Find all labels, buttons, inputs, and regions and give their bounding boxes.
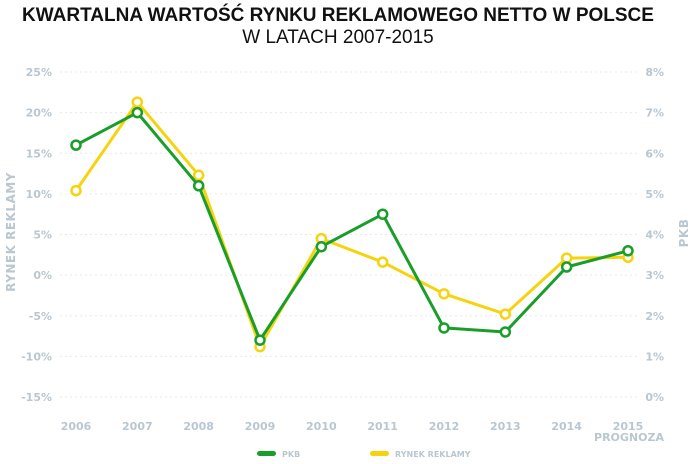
x-tick-label: 2008: [183, 420, 214, 433]
legend-label-pkb: PKB: [282, 450, 300, 459]
legend-item-pkb: PKB: [257, 450, 300, 459]
x-tick-label: 2012: [429, 420, 460, 433]
data-point-pkb: [315, 240, 328, 253]
data-point-pkb: [131, 106, 144, 119]
right-axis-ticks: 8% 7% 6% 5% 4% 3% 2% 1% 0%: [645, 66, 664, 404]
legend-swatch-rynek-reklamy: [370, 451, 389, 456]
series-layer: [70, 96, 634, 353]
data-point-rynek-reklamy: [376, 256, 389, 268]
right-tick-label: 1%: [645, 350, 664, 363]
x-tick-label: 2007: [122, 420, 153, 433]
x-tick-label: 2013: [490, 420, 521, 433]
series-pkb: [70, 106, 634, 346]
right-tick-label: 0%: [645, 391, 664, 404]
x-tick-label: 2006: [61, 420, 92, 433]
data-point-rynek-reklamy: [70, 184, 82, 197]
data-point-pkb: [560, 261, 573, 273]
x-axis-ticks: 2006 2007 2008 2009 2010 2011 2012 2013 2014 2015: [61, 420, 644, 433]
right-axis-label: PKB: [677, 219, 691, 248]
right-tick-label: 4%: [645, 229, 664, 242]
data-point-pkb: [438, 322, 450, 334]
left-tick-label: -5%: [29, 310, 52, 323]
data-point-rynek-reklamy: [560, 252, 573, 264]
data-point-rynek-reklamy: [499, 308, 512, 320]
legend-item-rynek-reklamy: RYNEK REKLAMY: [370, 450, 471, 459]
x-tick-label: 2011: [367, 420, 398, 433]
right-tick-label: 2%: [645, 310, 664, 323]
data-point-pkb: [499, 326, 512, 338]
left-tick-label: -15%: [21, 391, 52, 404]
right-tick-label: 7%: [645, 107, 664, 120]
left-tick-label: -10%: [21, 350, 52, 363]
left-axis-label: RYNEK REKLAMY: [4, 172, 18, 292]
series-line-rynek-reklamy: [74, 100, 629, 349]
legend: PKB RYNEK REKLAMY: [257, 450, 471, 459]
left-axis-ticks: 25% 20% 15% 10% 5% 0% -5% -10% -15%: [21, 66, 52, 404]
left-tick-label: 25%: [26, 66, 52, 79]
series-line-pkb: [75, 111, 629, 342]
right-tick-label: 5%: [645, 188, 664, 201]
chart-title: KWARTALNA WARTOŚĆ RYNKU REKLAMOWEGO NETT…: [22, 4, 654, 26]
legend-swatch-pkb: [257, 451, 276, 456]
data-point-pkb: [254, 334, 266, 346]
left-tick-label: 10%: [26, 188, 52, 201]
data-point-rynek-reklamy: [438, 288, 450, 300]
series-rynek-reklamy: [70, 96, 634, 353]
x-tick-label: 2010: [306, 420, 337, 433]
data-point-pkb: [192, 180, 205, 192]
chart-subtitle: W LATACH 2007-2015: [242, 27, 434, 48]
left-tick-label: 5%: [33, 229, 52, 242]
x-tick-label: 2009: [245, 420, 276, 433]
left-tick-label: 15%: [26, 147, 52, 160]
legend-label-rynek-reklamy: RYNEK REKLAMY: [395, 450, 471, 459]
right-tick-label: 8%: [645, 66, 664, 79]
x-tick-label: 2015: [613, 420, 644, 433]
data-point-pkb: [376, 208, 389, 220]
gridlines: [60, 71, 640, 398]
data-point-pkb: [70, 139, 82, 151]
left-tick-label: 20%: [26, 107, 52, 120]
right-tick-label: 3%: [645, 269, 664, 282]
data-point-rynek-reklamy: [192, 169, 205, 181]
left-tick-label: 0%: [33, 269, 52, 282]
forecast-annotation: PROGNOZA: [594, 431, 664, 444]
x-tick-label: 2014: [551, 420, 582, 433]
data-point-rynek-reklamy: [131, 96, 144, 108]
data-point-pkb: [622, 245, 634, 257]
right-tick-label: 6%: [645, 147, 664, 160]
